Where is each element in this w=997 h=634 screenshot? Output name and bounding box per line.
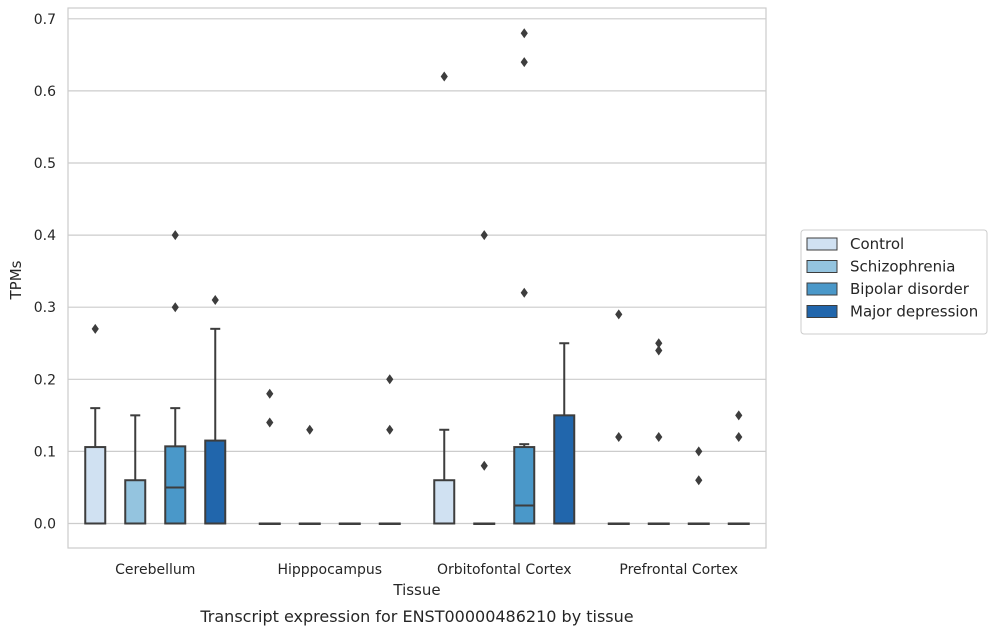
x-tick-label: Hipppocampus	[277, 562, 382, 578]
outlier-point	[655, 431, 663, 442]
legend-label: Bipolar disorder	[850, 280, 970, 298]
plot-frame	[67, 7, 767, 549]
box-control	[84, 323, 107, 525]
x-tick-label: Prefrontal Cortex	[619, 562, 738, 578]
outlier-point	[480, 460, 488, 471]
outlier-point	[171, 302, 179, 313]
chart-caption: Transcript expression for ENST0000048621…	[199, 607, 633, 626]
y-tick-labels: 0.0 0.1 0.2 0.3 0.4 0.5 0.6 0.7	[34, 12, 56, 533]
legend-item: Schizophrenia	[806, 258, 955, 276]
y-tick-label: 0.0	[34, 516, 56, 532]
box-bipolar-disorder	[687, 446, 710, 525]
x-axis-label: Tissue	[392, 581, 440, 599]
box-bipolar-disorder	[164, 230, 187, 525]
legend-item: Control	[806, 235, 904, 253]
outlier-point	[91, 323, 99, 334]
outlier-point	[695, 475, 703, 486]
box-body	[513, 446, 536, 525]
outlier-point	[171, 230, 179, 241]
x-tick-labels: Cerebellum Hipppocampus Orbitofontal Corte…	[115, 562, 738, 578]
outlier-point	[386, 374, 394, 385]
box-schizophrenia	[124, 414, 147, 525]
outlier-point	[266, 417, 274, 428]
legend: Control Schizophrenia Bipolar disorder Majo…	[800, 229, 988, 335]
outlier-point	[266, 388, 274, 399]
outlier-point	[735, 431, 743, 442]
y-tick-label: 0.3	[34, 300, 56, 316]
box-body	[84, 446, 107, 525]
box-control	[258, 388, 281, 525]
box-bipolar-disorder	[338, 522, 361, 525]
outlier-point	[440, 71, 448, 82]
box-body	[553, 414, 576, 525]
y-tick-label: 0.1	[34, 444, 56, 460]
legend-label: Major depression	[850, 303, 978, 321]
y-tick-label: 0.6	[34, 84, 56, 100]
legend-label: Control	[850, 235, 904, 253]
box-schizophrenia	[298, 424, 321, 525]
outlier-point	[735, 410, 743, 421]
x-tick-label: Orbitofontal Cortex	[437, 562, 572, 578]
box-body	[433, 479, 456, 525]
legend-item: Major depression	[806, 303, 978, 321]
legend-label: Schizophrenia	[850, 258, 955, 276]
y-tick-label: 0.5	[34, 156, 56, 172]
outlier-point	[615, 431, 623, 442]
box-series	[84, 28, 750, 525]
y-axis-label: TPMs	[7, 260, 25, 300]
legend-swatch	[806, 282, 838, 296]
box-control	[607, 309, 630, 525]
box-body	[164, 445, 187, 525]
legend-swatch	[806, 260, 838, 273]
box-schizophrenia	[473, 230, 496, 525]
outlier-point	[211, 294, 219, 305]
box-major-depression	[727, 410, 750, 525]
y-tick-label: 0.4	[34, 228, 56, 244]
outlier-point	[480, 230, 488, 241]
outlier-point	[386, 424, 394, 435]
outlier-point	[615, 309, 623, 320]
box-body	[124, 479, 147, 525]
y-tick-label: 0.2	[34, 372, 56, 388]
outlier-point	[655, 338, 663, 349]
box-schizophrenia	[647, 338, 670, 525]
outlier-point	[520, 287, 528, 298]
x-tick-label: Cerebellum	[115, 562, 195, 578]
y-tick-label: 0.7	[34, 12, 56, 28]
outlier-point	[695, 446, 703, 457]
box-major-depression	[553, 342, 576, 525]
legend-frame	[800, 229, 988, 335]
legend-item: Bipolar disorder	[806, 280, 970, 298]
outlier-point	[306, 424, 314, 435]
box-body	[204, 439, 227, 525]
box-major-depression	[378, 374, 401, 525]
legend-swatch	[806, 237, 838, 251]
legend-swatch	[806, 305, 838, 318]
outlier-point	[520, 57, 528, 68]
box-major-depression	[204, 294, 227, 525]
box-control	[433, 71, 456, 525]
outlier-point	[520, 28, 528, 39]
outlier-point	[655, 345, 663, 356]
box-bipolar-disorder	[513, 28, 536, 525]
